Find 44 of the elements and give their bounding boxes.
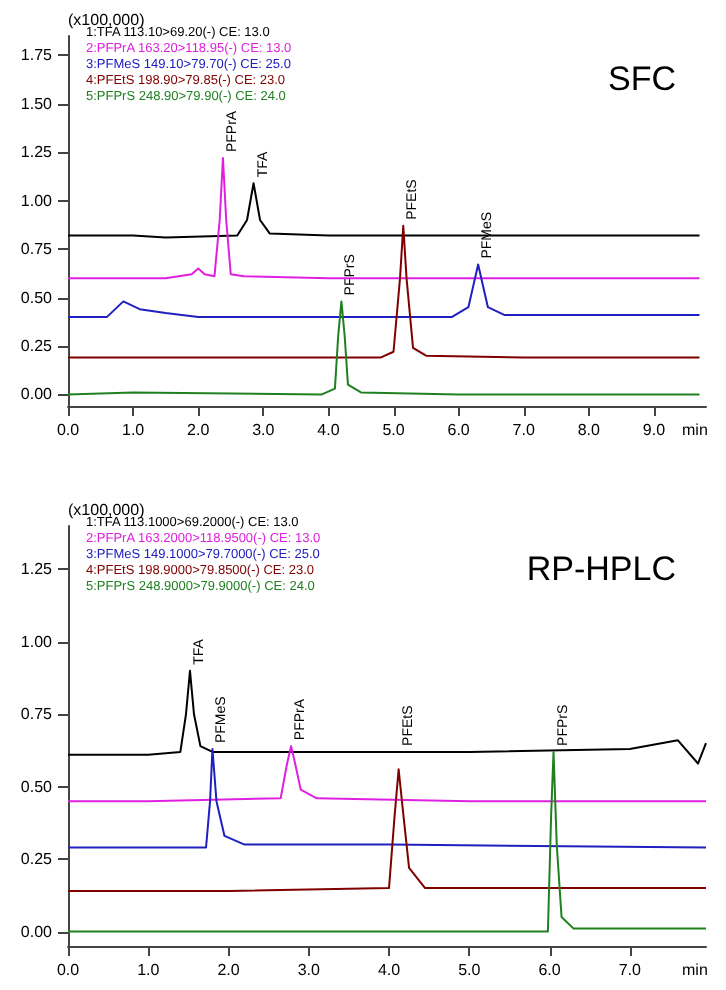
y-tick-label: 1.50: [20, 94, 54, 113]
x-tick-label: 8.0: [577, 421, 602, 439]
x-tick-label: 6.0: [538, 961, 562, 979]
x-tick-label: 5.0: [458, 961, 482, 979]
y-axis-title: (x100,000): [68, 501, 146, 519]
line-series: [67, 750, 707, 933]
x-tick-label: 7.0: [512, 421, 536, 439]
y-tick-label: 0.25: [20, 850, 54, 869]
y-tick-label: 1.00: [20, 191, 54, 210]
y-axis-title: (x100,000): [68, 11, 146, 29]
line-series: [67, 768, 707, 892]
y-tick-label: 0.75: [20, 705, 54, 724]
x-tick-label: 3.0: [252, 421, 276, 439]
y-tick-label: 0.50: [20, 288, 54, 307]
x-tick-label: 4.0: [377, 961, 402, 979]
line-series: [67, 748, 707, 849]
y-tick-label: 0.25: [20, 336, 54, 355]
x-tick-label: 9.0: [642, 421, 667, 439]
x-axis-title: min: [682, 961, 708, 979]
x-tick-label: 4.0: [317, 421, 341, 439]
line-series: [67, 745, 707, 803]
y-tick-label: 1.25: [20, 143, 54, 162]
x-tick-label: 2.0: [217, 961, 241, 979]
x-tick-label: 0.0: [56, 421, 81, 439]
y-tick-label: 0.50: [20, 777, 54, 796]
x-tick-label: 6.0: [447, 421, 471, 439]
x-tick-label: 7.0: [618, 961, 642, 979]
line-series: [67, 300, 701, 396]
y-tick-label: 0.00: [20, 385, 54, 404]
x-tick-label: 2.0: [187, 421, 211, 439]
x-tick-label: 1.0: [137, 961, 161, 979]
y-tick-label: 0.00: [20, 922, 54, 941]
x-tick-label: 3.0: [297, 961, 321, 979]
y-tick-label: 1.75: [20, 46, 54, 65]
x-axis-title: min: [682, 421, 708, 439]
line-series: [67, 669, 707, 765]
text: SFC: [608, 60, 676, 98]
y-tick-label: 0.75: [20, 240, 54, 259]
x-tick-label: 1.0: [121, 421, 146, 439]
y-tick-label: 1.25: [20, 560, 54, 579]
x-tick-label: 0.0: [56, 961, 81, 979]
x-tick-label: 5.0: [382, 421, 406, 439]
text: RP-HPLC: [526, 550, 676, 588]
y-tick-label: 1.00: [20, 632, 54, 651]
